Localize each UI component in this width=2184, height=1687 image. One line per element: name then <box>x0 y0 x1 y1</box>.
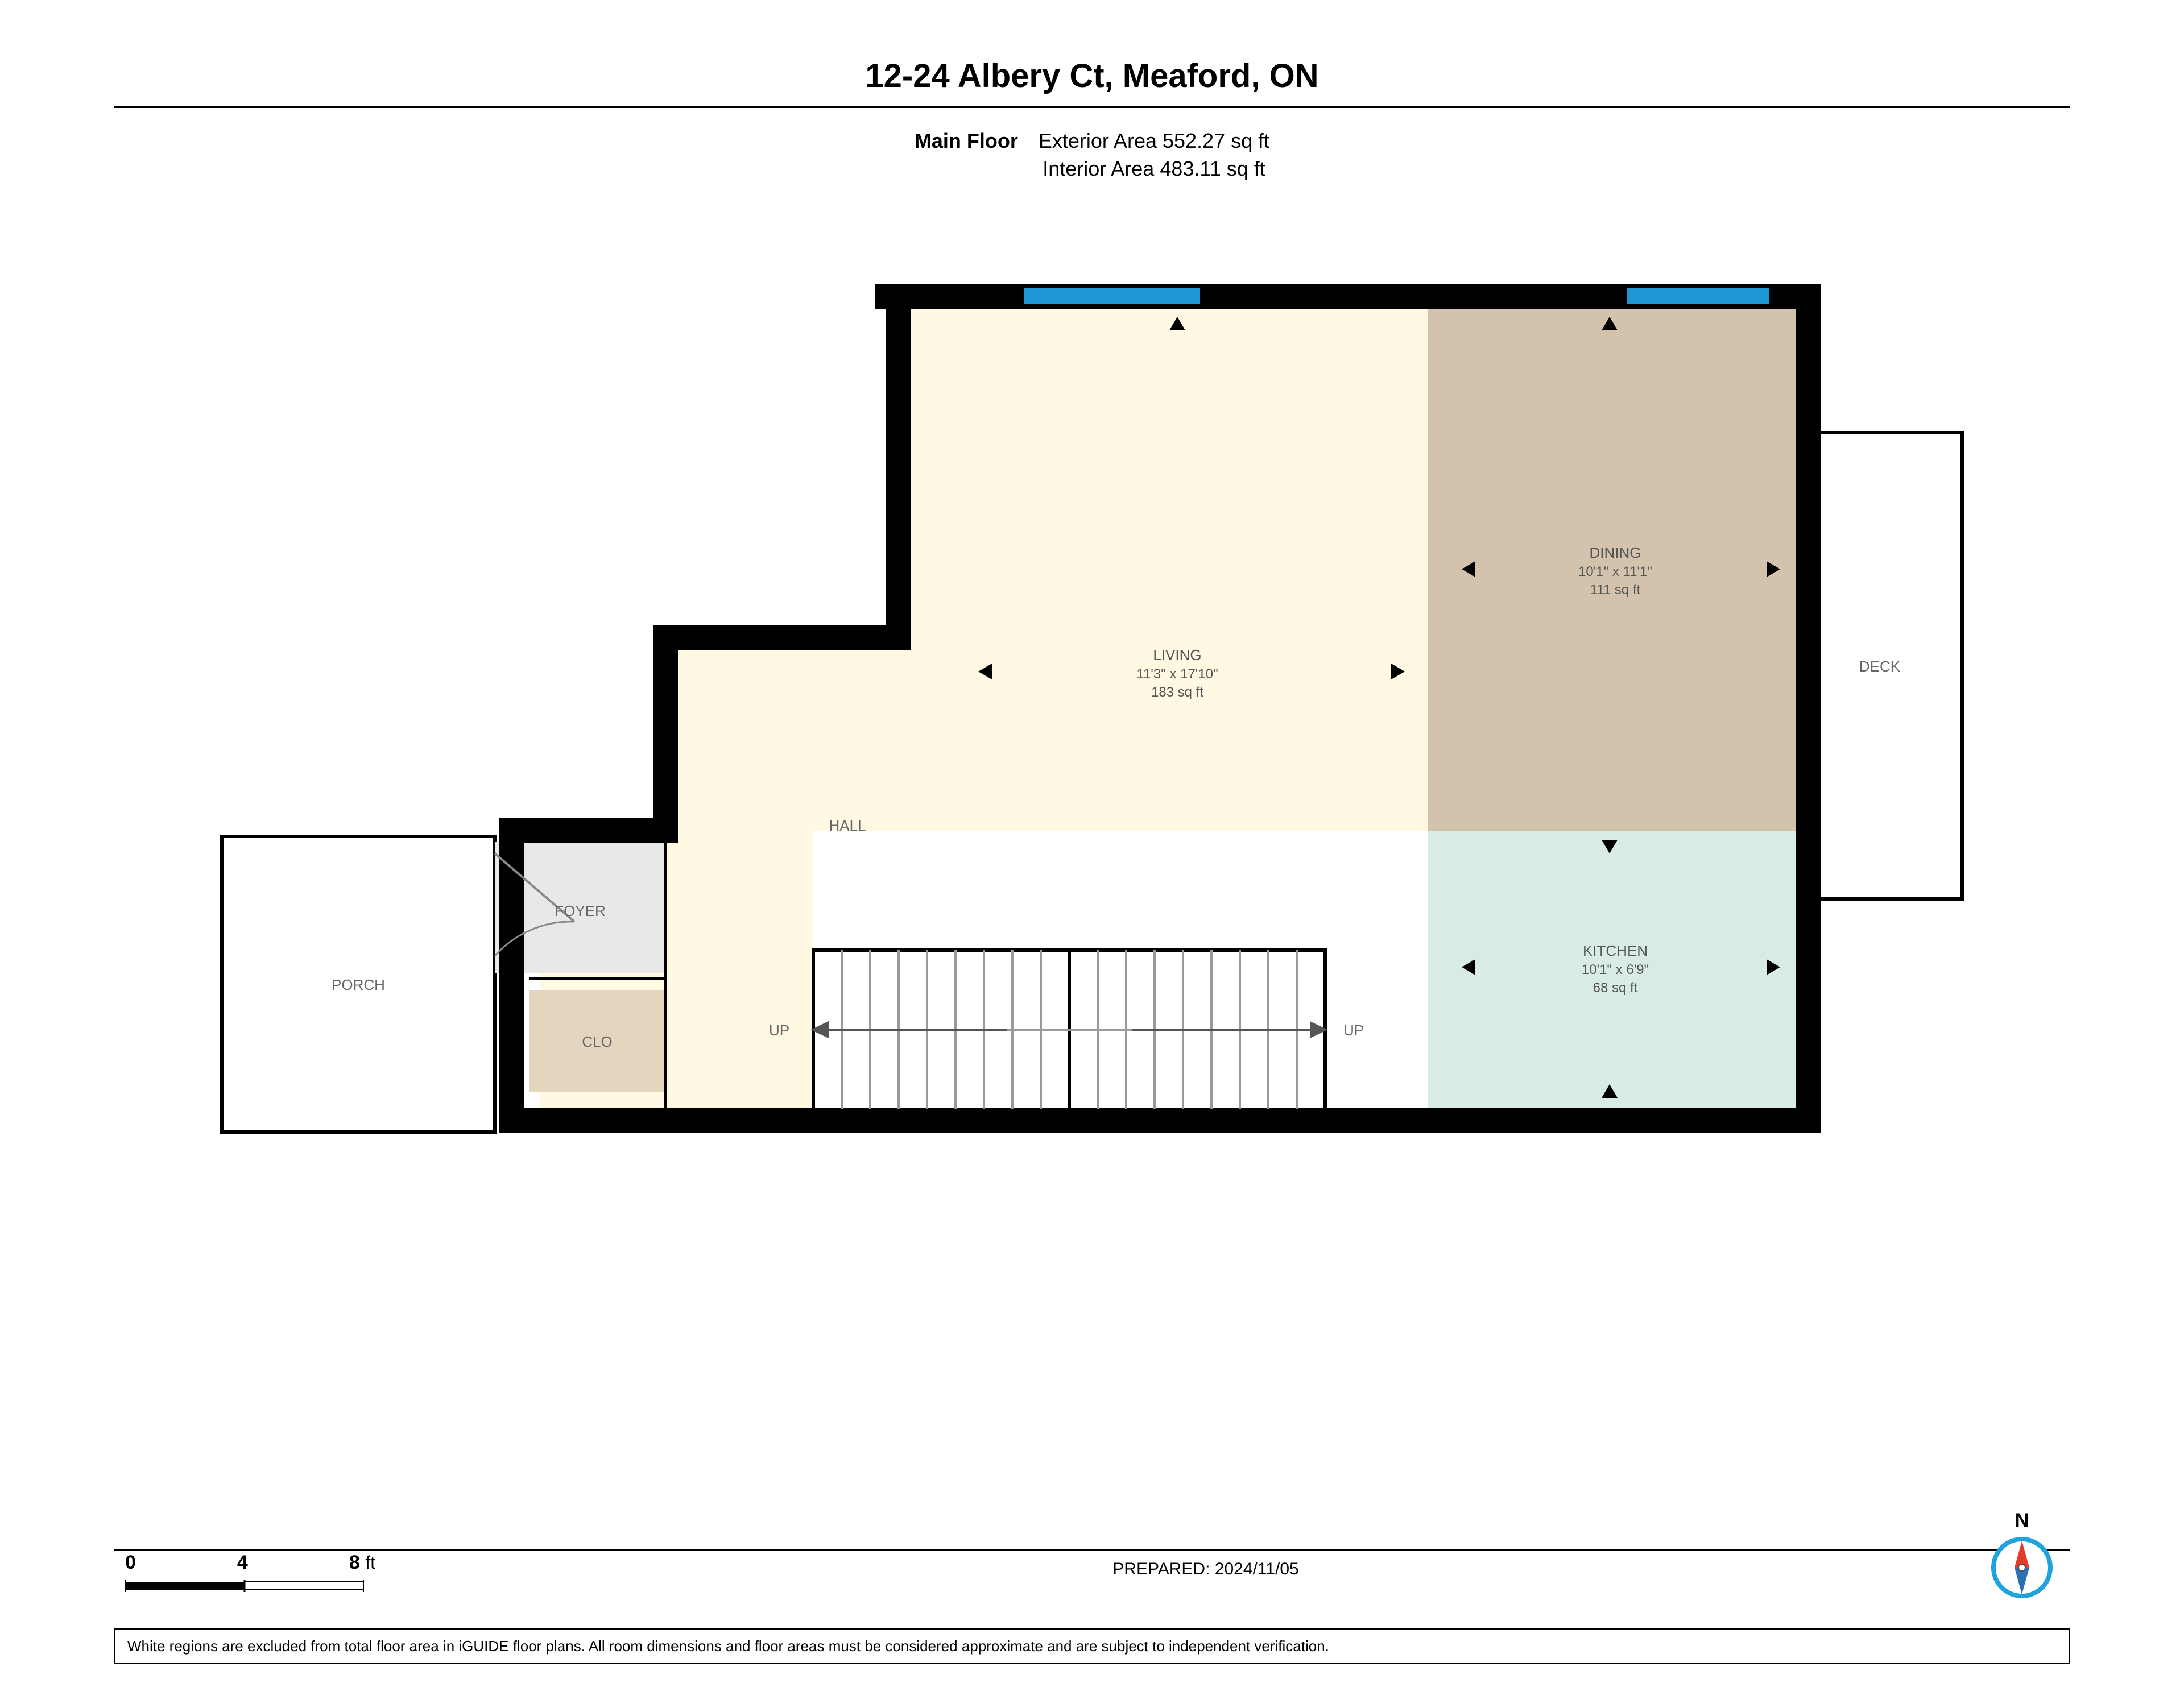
svg-text:68 sq ft: 68 sq ft <box>1593 980 1638 996</box>
title-underline <box>114 106 2070 108</box>
svg-text:UP: UP <box>769 1022 789 1039</box>
svg-text:KITCHEN: KITCHEN <box>1583 942 1648 959</box>
page-title: 12-24 Albery Ct, Meaford, ON <box>114 57 2070 95</box>
footer-underline <box>114 1549 2070 1551</box>
disclaimer: White regions are excluded from total fl… <box>114 1628 2070 1664</box>
compass-n: N <box>1991 1510 2053 1532</box>
deck-label: DECK <box>1859 658 1901 675</box>
interior-area: Interior Area 483.11 sq ft <box>1043 157 1265 180</box>
svg-text:10'1" x 11'1": 10'1" x 11'1" <box>1578 564 1652 579</box>
svg-text:DINING: DINING <box>1590 544 1641 561</box>
svg-text:UP: UP <box>1343 1022 1364 1039</box>
compass-icon <box>1991 1536 2053 1599</box>
floor-label: Main Floor <box>915 129 1018 152</box>
svg-text:CLO: CLO <box>582 1033 612 1050</box>
area-summary: Main Floor Exterior Area 552.27 sq ft Ma… <box>114 127 2070 183</box>
svg-text:LIVING: LIVING <box>1153 646 1201 664</box>
prepared-date: PREPARED: 2024/11/05 <box>114 1560 2184 1579</box>
svg-text:183 sq ft: 183 sq ft <box>1151 685 1203 700</box>
floor-plan: PORCH DECK <box>210 262 1974 1183</box>
svg-text:HALL: HALL <box>829 817 866 834</box>
svg-text:10'1" x 6'9": 10'1" x 6'9" <box>1582 962 1649 977</box>
exterior-area: Exterior Area 552.27 sq ft <box>1039 129 1269 152</box>
svg-text:111 sq ft: 111 sq ft <box>1590 582 1641 598</box>
svg-text:FOYER: FOYER <box>555 902 606 919</box>
svg-text:11'3" x 17'10": 11'3" x 17'10" <box>1136 666 1218 682</box>
compass: N <box>1991 1510 2053 1602</box>
porch-label: PORCH <box>332 976 385 993</box>
